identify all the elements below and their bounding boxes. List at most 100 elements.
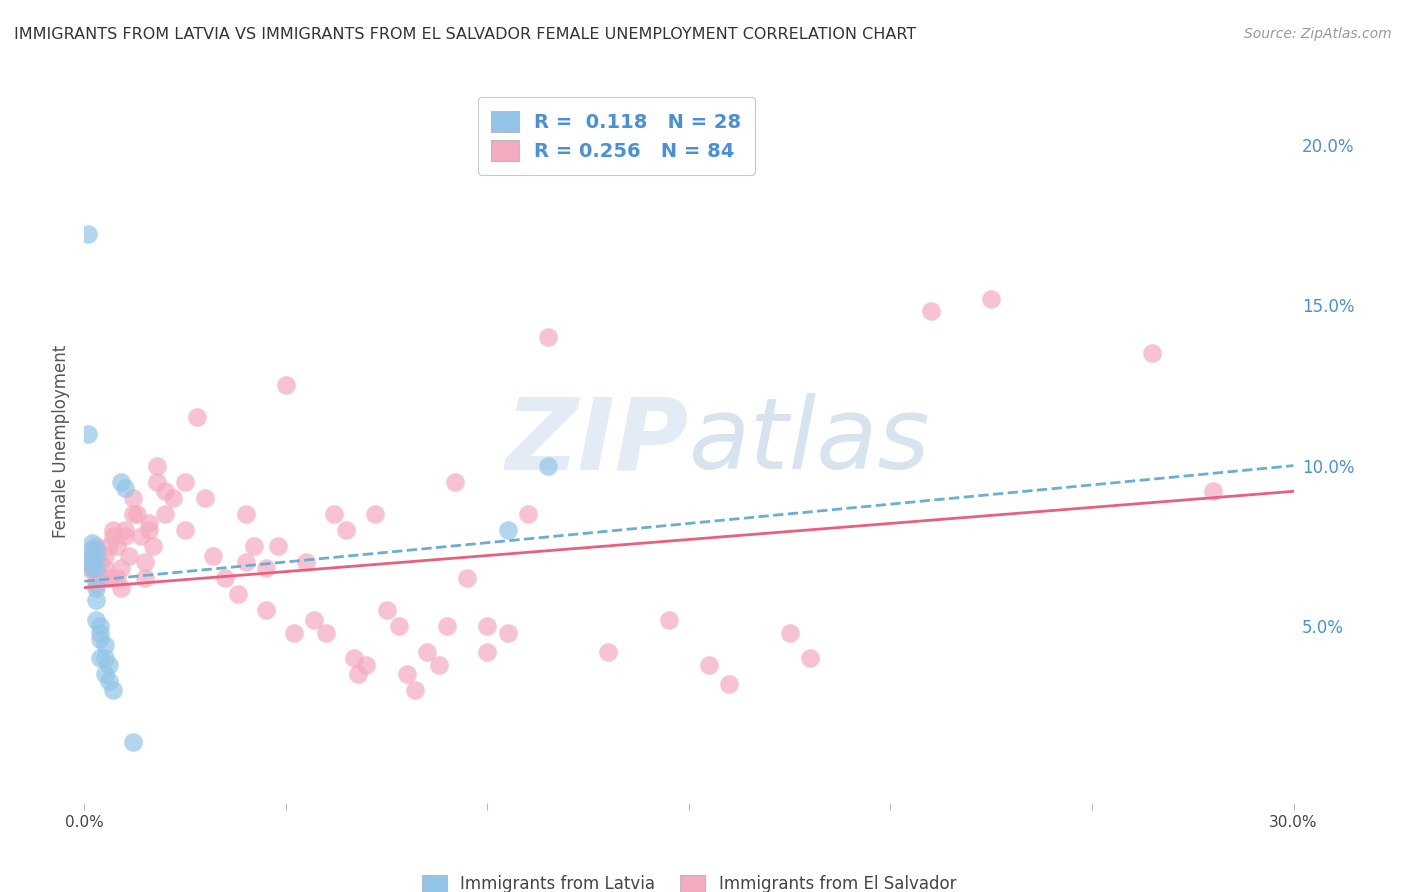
Point xyxy=(101,683,124,698)
Point xyxy=(302,613,325,627)
Point xyxy=(138,523,160,537)
Point xyxy=(82,561,104,575)
Point xyxy=(101,529,124,543)
Text: Source: ZipAtlas.com: Source: ZipAtlas.com xyxy=(1244,27,1392,41)
Point xyxy=(146,475,169,489)
Point xyxy=(93,549,115,563)
Point xyxy=(114,523,136,537)
Point xyxy=(697,657,720,672)
Point xyxy=(121,735,143,749)
Point xyxy=(138,516,160,531)
Point xyxy=(77,561,100,575)
Point xyxy=(658,613,681,627)
Point xyxy=(77,426,100,441)
Point xyxy=(799,651,821,665)
Point xyxy=(496,523,519,537)
Point xyxy=(718,677,741,691)
Point xyxy=(86,542,108,557)
Point xyxy=(82,549,104,563)
Point xyxy=(214,571,236,585)
Point xyxy=(142,539,165,553)
Point xyxy=(274,378,297,392)
Point xyxy=(118,549,141,563)
Point xyxy=(93,561,115,575)
Point xyxy=(129,529,152,543)
Point xyxy=(77,227,100,242)
Point xyxy=(86,613,108,627)
Point xyxy=(186,410,208,425)
Point xyxy=(89,651,111,665)
Point xyxy=(89,619,111,633)
Point xyxy=(283,625,305,640)
Point xyxy=(174,475,197,489)
Point xyxy=(404,683,426,698)
Point xyxy=(86,549,108,563)
Point xyxy=(375,603,398,617)
Point xyxy=(153,507,176,521)
Point xyxy=(295,555,318,569)
Point xyxy=(436,619,458,633)
Point xyxy=(82,555,104,569)
Point xyxy=(598,645,620,659)
Point xyxy=(242,539,264,553)
Point xyxy=(347,667,370,681)
Point xyxy=(363,507,385,521)
Point xyxy=(162,491,184,505)
Point xyxy=(343,651,366,665)
Point xyxy=(235,555,257,569)
Point xyxy=(110,475,132,489)
Point xyxy=(97,571,120,585)
Point xyxy=(82,535,104,549)
Point xyxy=(335,523,357,537)
Point xyxy=(82,542,104,557)
Point xyxy=(101,523,124,537)
Point xyxy=(194,491,217,505)
Point xyxy=(110,581,132,595)
Point xyxy=(86,539,108,553)
Point xyxy=(537,458,560,473)
Point xyxy=(356,657,378,672)
Point xyxy=(86,593,108,607)
Text: atlas: atlas xyxy=(689,393,931,490)
Point xyxy=(1202,484,1225,499)
Point xyxy=(444,475,467,489)
Point xyxy=(114,481,136,495)
Point xyxy=(89,632,111,646)
Point xyxy=(323,507,346,521)
Point xyxy=(1142,346,1164,360)
Point xyxy=(153,484,176,499)
Point xyxy=(477,619,499,633)
Point xyxy=(516,507,538,521)
Point xyxy=(121,507,143,521)
Y-axis label: Female Unemployment: Female Unemployment xyxy=(52,345,70,538)
Point xyxy=(427,657,450,672)
Point xyxy=(86,577,108,591)
Point xyxy=(110,561,132,575)
Point xyxy=(920,304,942,318)
Point xyxy=(174,523,197,537)
Point xyxy=(134,571,156,585)
Text: ZIP: ZIP xyxy=(506,393,689,490)
Point xyxy=(267,539,290,553)
Point xyxy=(86,571,108,585)
Point xyxy=(93,639,115,653)
Point xyxy=(125,507,148,521)
Text: IMMIGRANTS FROM LATVIA VS IMMIGRANTS FROM EL SALVADOR FEMALE UNEMPLOYMENT CORREL: IMMIGRANTS FROM LATVIA VS IMMIGRANTS FRO… xyxy=(14,27,917,42)
Point xyxy=(134,555,156,569)
Point xyxy=(456,571,478,585)
Point xyxy=(254,603,277,617)
Point xyxy=(82,561,104,575)
Point xyxy=(477,645,499,659)
Point xyxy=(416,645,439,659)
Point xyxy=(97,673,120,688)
Point xyxy=(105,539,128,553)
Point xyxy=(254,561,277,575)
Point xyxy=(779,625,801,640)
Point xyxy=(114,529,136,543)
Point xyxy=(86,561,108,575)
Point xyxy=(93,667,115,681)
Point xyxy=(86,581,108,595)
Point xyxy=(89,625,111,640)
Point xyxy=(395,667,418,681)
Point xyxy=(105,571,128,585)
